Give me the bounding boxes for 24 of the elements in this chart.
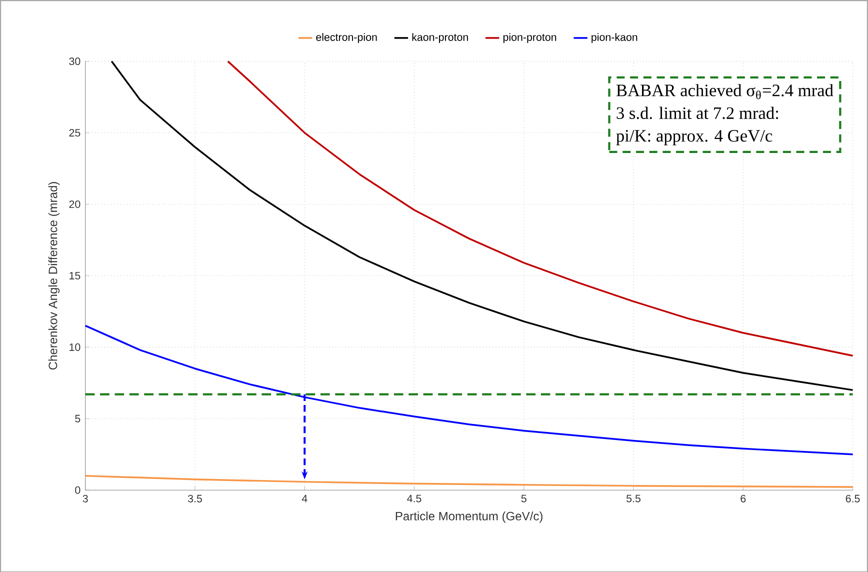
x-tick-label: 6 [740, 494, 746, 502]
x-tick-label: 3.5 [188, 494, 202, 502]
y-tick-label: 15 [70, 272, 80, 280]
y-tick-label: 0 [75, 486, 80, 494]
y-tick-label: 30 [69, 57, 80, 65]
legend-label: pion-kaon [592, 32, 638, 43]
x-tick-label: 5 [521, 494, 526, 502]
y-tick-label: 20 [69, 200, 80, 208]
x-axis-title: Particle Momentum (GeV/c) [396, 511, 542, 523]
legend-label: kaon-proton [412, 32, 468, 43]
y-axis-title: Cherenkov Angle Difference (mrad) [48, 182, 60, 370]
annotation: 3 s.d. limit at 7.2 mrad: [616, 106, 778, 119]
x-tick-label: 3 [82, 494, 88, 502]
x-tick-label: 4 [302, 494, 308, 502]
legend-label: electron-pion [316, 32, 377, 43]
y-tick-label: 25 [69, 128, 80, 136]
x-tick-label: 5.5 [626, 494, 640, 502]
y-tick-label: 5 [75, 414, 80, 422]
y-tick-label: 10 [70, 343, 80, 351]
annotation: BABAR achieved σ$_{θ}$=2.4 mrad [616, 84, 834, 100]
legend-label: pion-proton [503, 32, 556, 43]
annotation: pi/K: approx. 4 GeV/c [616, 130, 772, 146]
x-tick-label: 6.5 [846, 494, 860, 502]
x-tick-label: 4.5 [407, 494, 422, 502]
